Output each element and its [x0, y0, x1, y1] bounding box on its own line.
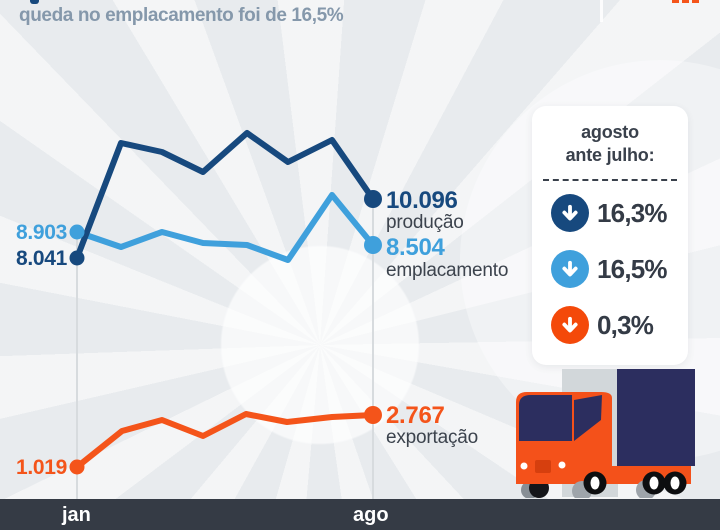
value-label-producao-ago: 10.096	[386, 187, 458, 214]
card-title-line1: agosto	[581, 122, 639, 142]
card-title-line2: ante julho:	[565, 145, 655, 165]
value-label-exportacao-ago: 2.767	[386, 402, 445, 429]
stat-row-emplacamento: 16,5%	[532, 250, 688, 288]
stat-row-exportacao: 0,3%	[532, 306, 688, 344]
series-label-emplacamento: emplacamento	[386, 260, 509, 281]
x-axis-bar: jan ago	[0, 499, 720, 530]
truck-wheel-hub	[670, 476, 680, 490]
truck-windshield	[574, 395, 602, 441]
value-label-producao-jan: 8.041	[15, 247, 67, 270]
x-tick-jan: jan	[62, 504, 91, 526]
dashed-divider	[543, 179, 677, 181]
subtitle: queda no emplacamento foi de 16,5%	[19, 5, 344, 26]
arrow-down-icon	[551, 250, 589, 288]
value-label-emplacamento-ago: 8.504	[386, 234, 445, 261]
truck-headlight	[520, 462, 528, 470]
arrow-down-icon	[551, 306, 589, 344]
cropped-title-fragment	[30, 0, 39, 4]
summary-card: agosto ante julho: 16,3% 16,5% 0,3%	[532, 106, 688, 365]
stat-value-producao: 16,3%	[597, 197, 668, 228]
x-tick-ago: ago	[353, 504, 389, 526]
stat-row-producao: 16,3%	[532, 194, 688, 232]
series-label-exportacao: exportação	[386, 427, 479, 448]
truck-wheel-hub	[590, 476, 600, 490]
value-label-exportacao-jan: 1.019	[15, 456, 67, 479]
stat-value-exportacao: 0,3%	[597, 309, 654, 340]
series-label-producao: produção	[386, 212, 464, 233]
truck-illustration	[516, 369, 695, 498]
truck-grille	[535, 460, 551, 473]
truck-wheel-hub	[649, 476, 659, 490]
arrow-down-icon	[551, 194, 589, 232]
card-title: agosto ante julho:	[532, 121, 688, 167]
background-ray-fragment	[600, 0, 603, 22]
truck-side-window	[519, 395, 572, 441]
value-label-emplacamento-jan: 8.903	[15, 221, 67, 244]
truck-cargo-box	[617, 369, 695, 466]
truck-headlight	[558, 461, 566, 469]
cropped-logo-dots	[672, 0, 699, 3]
stat-value-emplacamento: 16,5%	[597, 253, 668, 284]
